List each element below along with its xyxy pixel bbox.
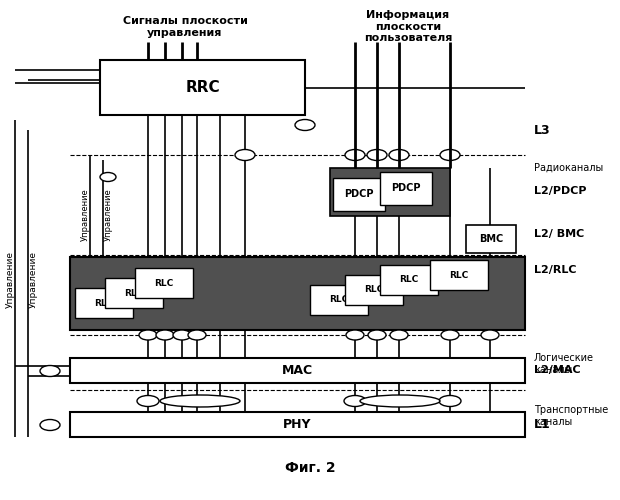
Bar [466,225,516,253]
Ellipse shape [345,150,365,160]
Text: L2/PDCP: L2/PDCP [534,186,587,196]
Text: Радиоканалы: Радиоканалы [534,163,603,173]
Ellipse shape [368,330,386,340]
Text: RLC: RLC [94,298,113,308]
Text: L1: L1 [534,418,551,430]
Text: Управление: Управление [29,252,37,308]
Text: Управление: Управление [81,188,89,242]
Text: Управление: Управление [104,188,112,242]
Text: RLC: RLC [450,270,469,280]
Ellipse shape [390,330,408,340]
Text: PDCP: PDCP [344,189,374,199]
Ellipse shape [156,330,174,340]
Text: RLC: RLC [365,286,384,294]
Text: L3: L3 [534,124,551,136]
Text: MAC: MAC [282,364,313,377]
Text: Фиг. 2: Фиг. 2 [285,461,335,475]
Bar [310,285,368,315]
Text: L2/MAC: L2/MAC [534,365,580,375]
Text: BMC: BMC [479,234,503,244]
Bar [70,358,525,383]
Bar [105,278,163,308]
Bar [345,275,403,305]
Text: RLC: RLC [399,276,419,284]
Ellipse shape [439,396,461,406]
Text: PDCP: PDCP [391,183,421,193]
Text: Информация
плоскости
пользователя: Информация плоскости пользователя [364,10,452,43]
Text: L2/ BMC: L2/ BMC [534,229,584,239]
Text: RRC: RRC [185,80,220,95]
Ellipse shape [188,330,206,340]
Bar [330,168,450,216]
Ellipse shape [344,396,366,406]
Text: Управление: Управление [6,252,14,308]
Ellipse shape [367,150,387,160]
Ellipse shape [360,395,440,407]
Text: RLC: RLC [125,288,144,298]
Bar [70,412,525,437]
Bar [70,257,525,330]
Bar [430,260,488,290]
Text: Транспортные
каналы: Транспортные каналы [534,405,608,426]
Ellipse shape [137,396,159,406]
Ellipse shape [295,120,315,130]
Ellipse shape [100,172,116,182]
Text: Сигналы плоскости
управления: Сигналы плоскости управления [123,16,247,38]
Ellipse shape [389,150,409,160]
Bar [333,178,385,211]
Bar [75,288,133,318]
Bar [380,172,432,205]
Text: RLC: RLC [329,296,348,304]
Text: PHY: PHY [283,418,312,431]
Bar [100,60,305,115]
Ellipse shape [173,330,191,340]
Ellipse shape [441,330,459,340]
Bar [135,268,193,298]
Ellipse shape [139,330,157,340]
Text: Логические
каналы: Логические каналы [534,353,594,374]
Bar [380,265,438,295]
Ellipse shape [481,330,499,340]
Text: L2/RLC: L2/RLC [534,265,577,275]
Ellipse shape [346,330,364,340]
Text: RLC: RLC [154,278,174,287]
Ellipse shape [440,150,460,160]
Ellipse shape [40,420,60,430]
Ellipse shape [186,396,208,406]
Ellipse shape [40,366,60,376]
Ellipse shape [160,395,240,407]
Ellipse shape [235,150,255,160]
